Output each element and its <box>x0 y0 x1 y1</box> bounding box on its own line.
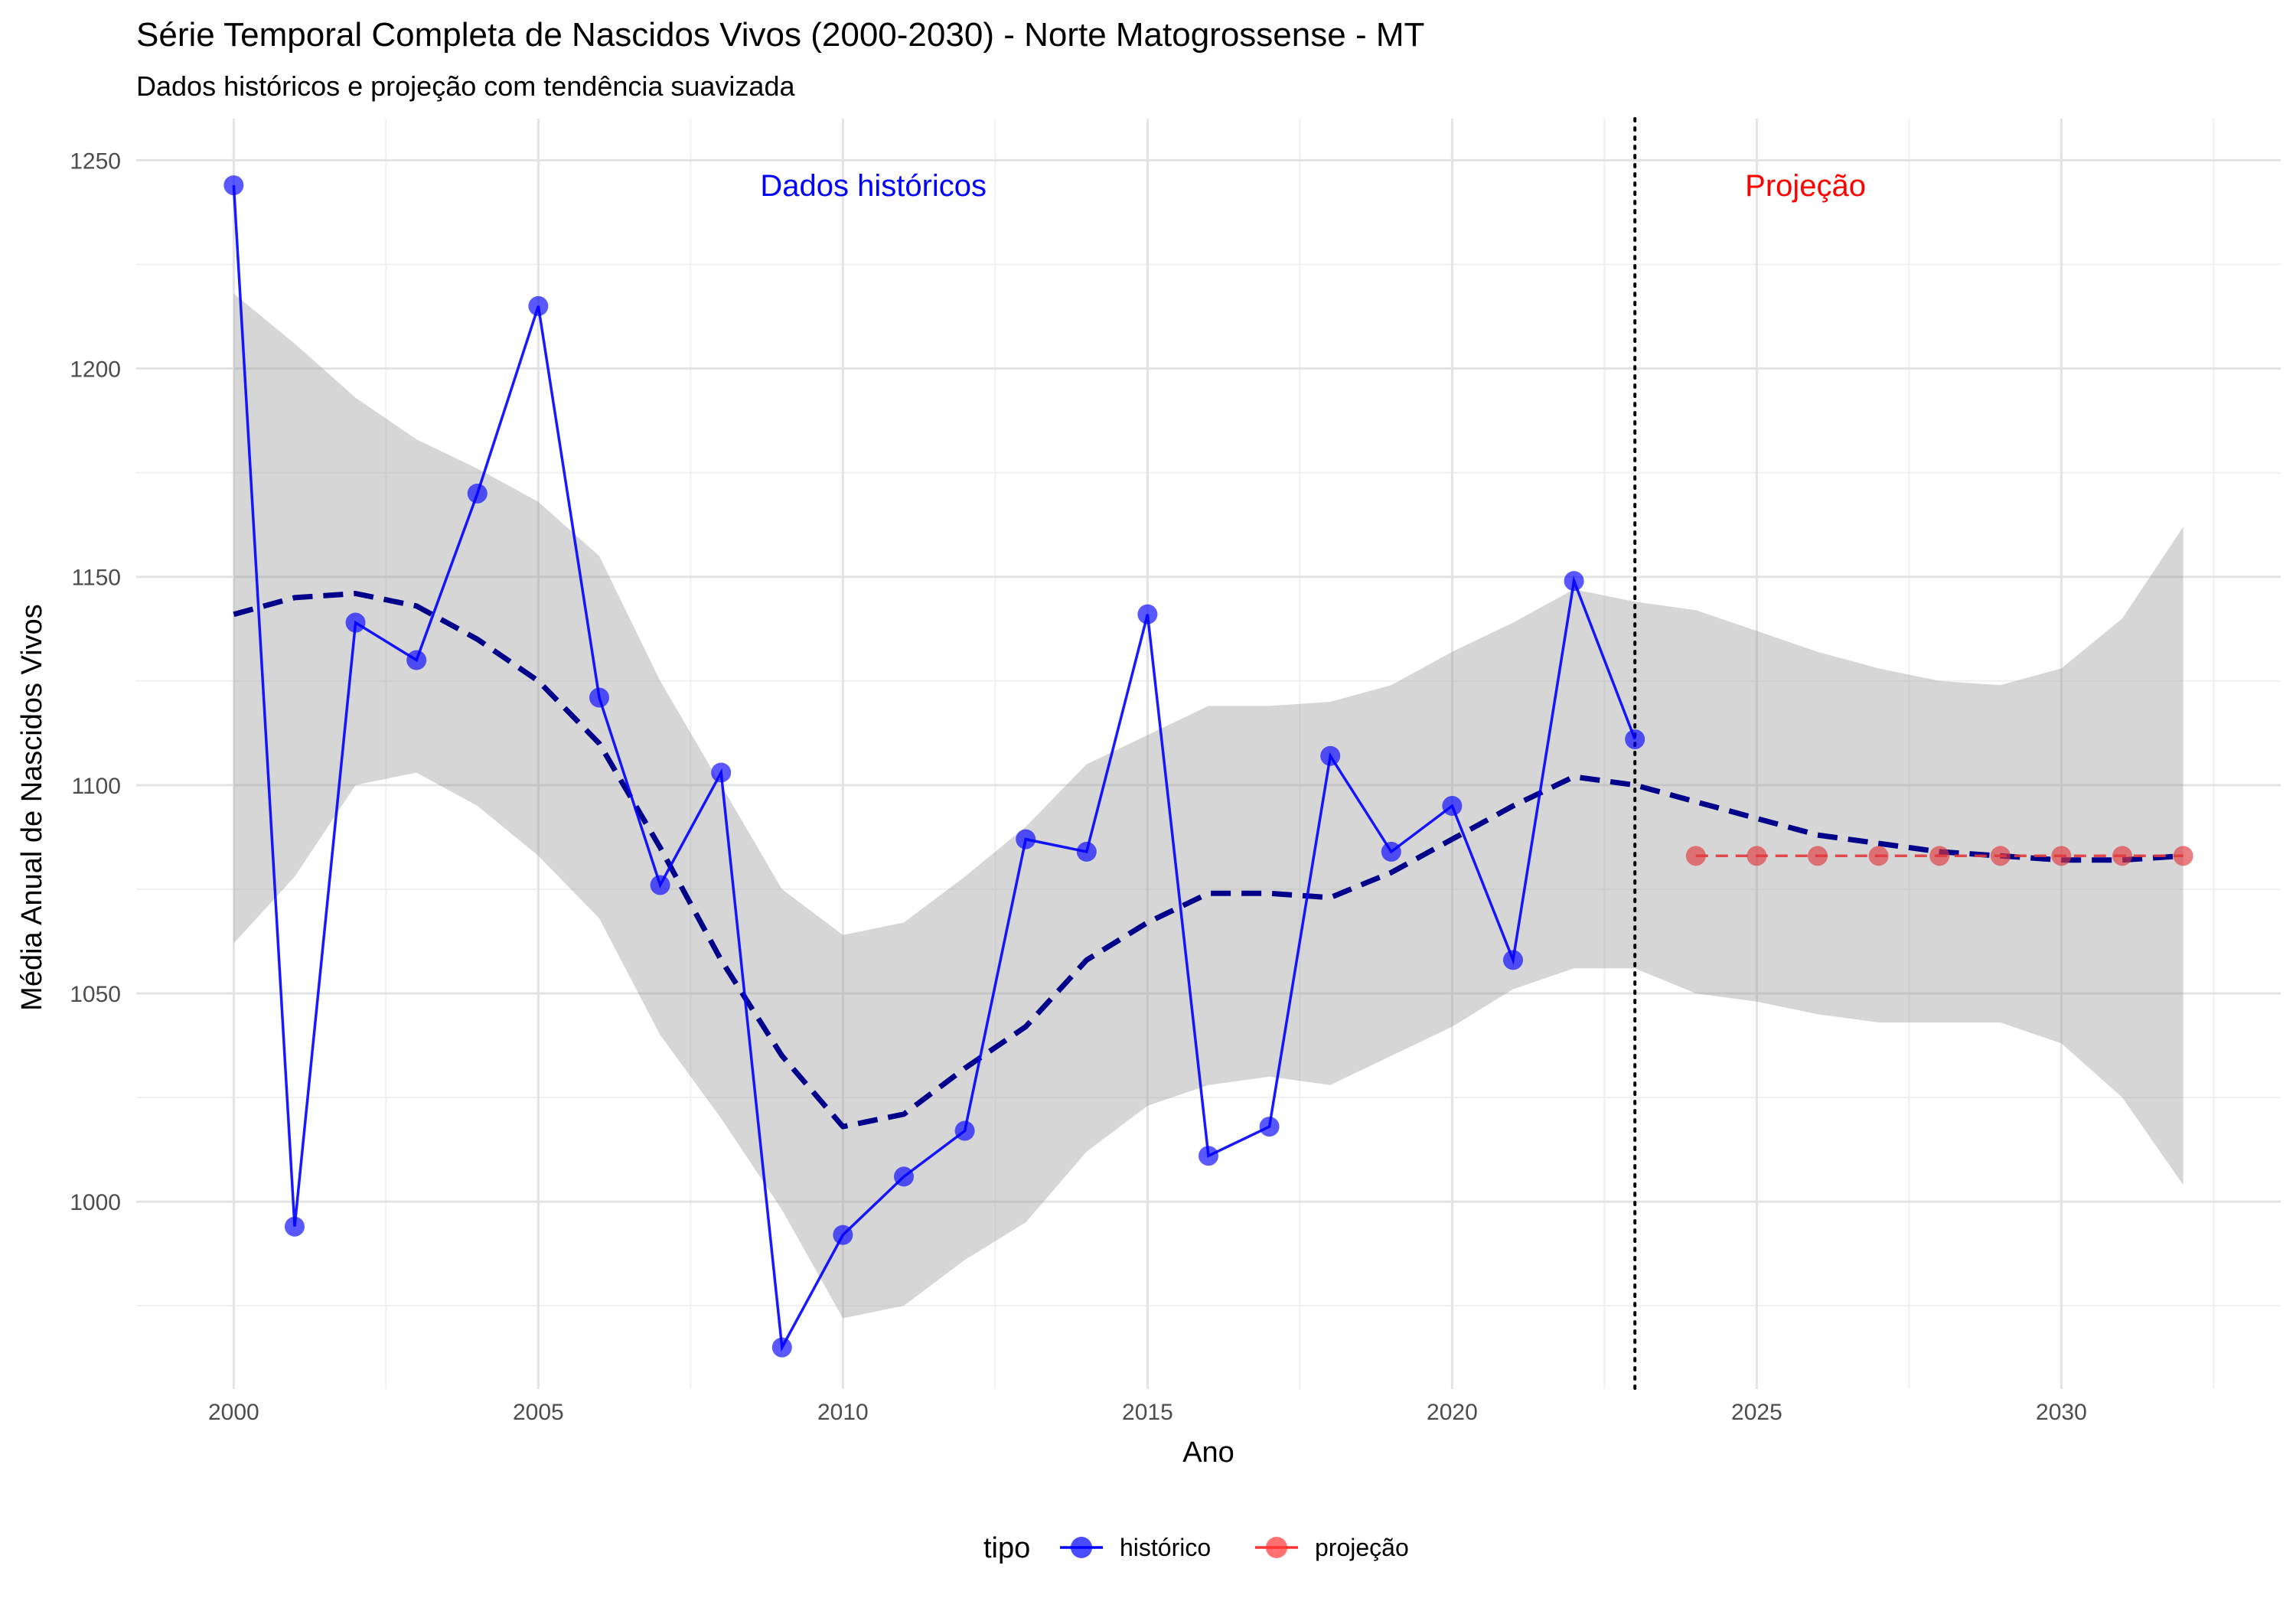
x-tick-label: 2015 <box>1122 1400 1173 1425</box>
data-point <box>1685 846 1706 866</box>
x-tick-label: 2025 <box>1731 1400 1782 1425</box>
annotations: Dados históricos Projeção <box>760 169 1866 203</box>
legend-label: histórico <box>1120 1534 1211 1561</box>
data-point <box>284 1216 305 1237</box>
data-point <box>1625 729 1645 749</box>
data-point <box>345 612 366 633</box>
legend-key-point <box>1266 1537 1287 1558</box>
y-tick-label: 1050 <box>70 982 121 1007</box>
legend-label: projeção <box>1315 1534 1409 1561</box>
data-point <box>1137 604 1158 625</box>
annotation-label: Projeção <box>1745 169 1866 203</box>
y-tick-label: 1250 <box>70 148 121 174</box>
data-point <box>893 1166 914 1187</box>
data-point <box>711 762 732 783</box>
data-point <box>771 1337 792 1358</box>
grid-lines <box>136 119 2281 1389</box>
data-point <box>1259 1117 1280 1137</box>
x-tick-label: 2005 <box>513 1400 564 1425</box>
data-point <box>1320 745 1341 766</box>
data-point <box>528 295 549 316</box>
y-tick-label: 1200 <box>70 357 121 383</box>
y-tick-label: 1000 <box>70 1190 121 1215</box>
data-point <box>1868 846 1889 866</box>
legend: tipo histórico projeção <box>983 1532 1409 1564</box>
x-tick-label: 2020 <box>1427 1400 1478 1425</box>
data-point <box>1564 571 1584 592</box>
data-point <box>2051 846 2072 866</box>
data-point <box>954 1120 975 1141</box>
data-point <box>1442 796 1463 817</box>
trend-line <box>233 591 2183 1130</box>
data-point <box>1503 950 1524 970</box>
data-point <box>1990 846 2011 866</box>
chart-subtitle: Dados históricos e projeção com tendênci… <box>136 70 795 102</box>
y-axis-title: Média Anual de Nascidos Vivos <box>16 604 48 1011</box>
y-tick-label: 1100 <box>71 774 121 799</box>
x-tick-label: 2000 <box>208 1400 259 1425</box>
data-point <box>1808 846 1828 866</box>
axis-labels: 2000 2005 2010 2015 2020 2025 2030 1000 1050 1100… <box>70 148 2087 1425</box>
data-point <box>1381 841 1401 862</box>
data-point <box>2173 846 2193 866</box>
series-line-historico <box>232 184 1636 1352</box>
data-point <box>1746 846 1767 866</box>
data-point <box>589 687 609 708</box>
data-point <box>1016 829 1036 850</box>
data-point <box>2112 846 2133 866</box>
data-point <box>833 1225 853 1245</box>
data-point <box>223 175 244 196</box>
chart-title: Série Temporal Completa de Nascidos Vivo… <box>136 16 1424 54</box>
data-point <box>650 875 670 895</box>
x-tick-label: 2010 <box>817 1400 869 1425</box>
legend-title: tipo <box>983 1532 1030 1564</box>
x-axis-title: Ano <box>1182 1437 1234 1469</box>
data-series <box>223 175 2193 1358</box>
data-point <box>1076 841 1097 862</box>
annotation-label: Dados históricos <box>760 169 987 203</box>
legend-key-point <box>1071 1537 1092 1558</box>
confidence-ribbon <box>233 293 2183 1319</box>
confidence-band <box>233 293 2183 1319</box>
y-tick-label: 1150 <box>71 566 121 591</box>
data-point <box>406 650 427 670</box>
data-point <box>467 483 488 504</box>
data-point <box>1199 1146 1218 1166</box>
x-tick-label: 2030 <box>2036 1400 2087 1425</box>
trend-dashed-line <box>233 591 2183 1130</box>
data-point <box>1929 846 1950 866</box>
